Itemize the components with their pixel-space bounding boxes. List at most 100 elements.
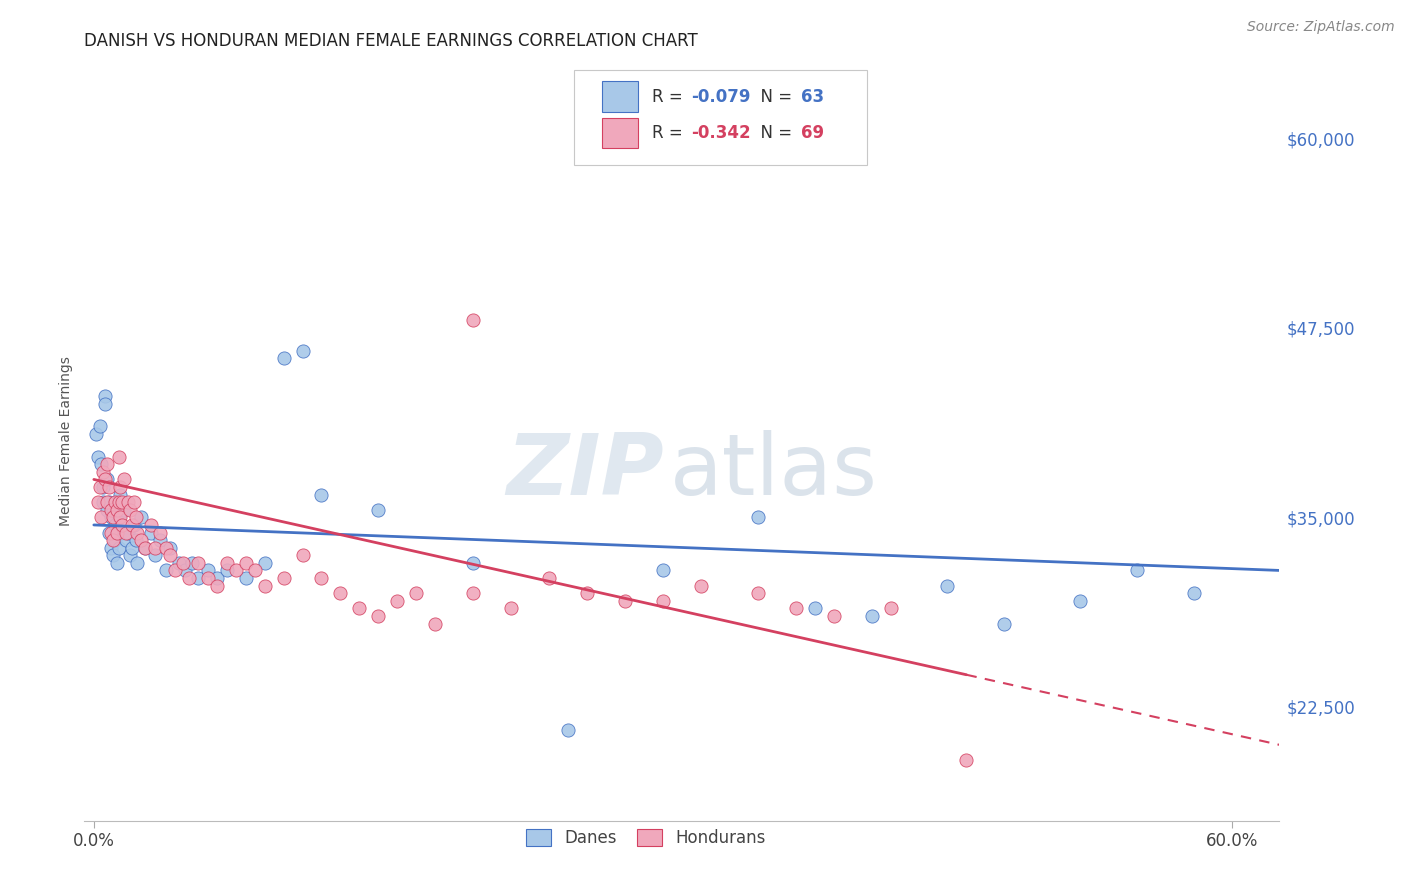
Point (110, 510, 132, 524)
Point (993, 616, 1015, 631)
Point (243, 564, 266, 578)
Point (129, 533, 152, 547)
Point (115, 533, 138, 547)
Point (311, 487, 333, 501)
Point (105, 502, 128, 516)
Point (104, 533, 127, 547)
Point (118, 502, 141, 516)
Point (121, 541, 143, 555)
Point (96, 495, 118, 509)
Point (936, 579, 959, 593)
Point (860, 609, 883, 624)
Point (91, 465, 114, 479)
Point (139, 517, 162, 532)
Point (215, 556, 238, 570)
Text: ZIP: ZIP (506, 430, 664, 514)
Point (405, 586, 427, 600)
Point (225, 564, 247, 578)
Point (117, 525, 139, 540)
Point (291, 343, 314, 358)
Point (159, 541, 181, 555)
Legend: Danes, Hondurans: Danes, Hondurans (520, 822, 772, 854)
Point (124, 533, 146, 547)
Point (104, 495, 127, 509)
Point (105, 525, 128, 540)
Point (367, 609, 389, 624)
Point (96, 502, 118, 516)
Point (111, 525, 134, 540)
Point (91, 495, 114, 509)
Text: -0.079: -0.079 (692, 87, 751, 105)
Point (803, 601, 825, 615)
FancyBboxPatch shape (602, 118, 638, 148)
Point (86, 450, 108, 464)
Point (187, 571, 209, 585)
Point (111, 495, 134, 509)
Point (100, 510, 122, 524)
Point (159, 548, 181, 563)
Point (149, 533, 172, 547)
Point (167, 556, 190, 570)
Point (111, 517, 134, 532)
Point (112, 502, 135, 516)
Point (576, 586, 599, 600)
Point (652, 564, 675, 578)
Point (205, 579, 228, 593)
Point (652, 594, 675, 608)
Point (129, 510, 152, 524)
Y-axis label: Median Female Earnings: Median Female Earnings (59, 357, 73, 526)
Point (879, 601, 901, 615)
Point (329, 586, 352, 600)
Point (823, 609, 845, 624)
Point (110, 480, 132, 494)
Point (100, 525, 122, 540)
Point (86, 495, 108, 509)
Point (96, 473, 118, 487)
Text: R =: R = (652, 87, 688, 105)
Point (94, 473, 117, 487)
Point (143, 541, 166, 555)
Point (143, 548, 166, 563)
Text: 69: 69 (801, 124, 824, 142)
Text: N =: N = (749, 124, 797, 142)
Point (124, 510, 146, 524)
Point (538, 571, 561, 585)
Point (101, 533, 124, 547)
Point (349, 601, 371, 615)
Point (177, 571, 200, 585)
FancyBboxPatch shape (575, 70, 868, 165)
Point (747, 510, 769, 524)
Point (94, 389, 117, 403)
Point (557, 723, 579, 737)
Text: N =: N = (749, 87, 797, 105)
Point (215, 564, 238, 578)
Point (747, 586, 769, 600)
Point (105, 556, 128, 570)
Point (110, 487, 132, 501)
Point (84, 427, 107, 442)
Point (155, 564, 177, 578)
Point (174, 564, 197, 578)
Point (118, 548, 141, 563)
Point (100, 502, 122, 516)
Point (115, 525, 138, 540)
Point (205, 571, 228, 585)
Point (463, 556, 485, 570)
Point (101, 548, 124, 563)
Point (197, 564, 219, 578)
Point (98, 480, 121, 494)
Point (273, 571, 295, 585)
Point (89, 480, 111, 494)
Point (1182, 586, 1205, 600)
Point (134, 541, 156, 555)
Point (127, 556, 149, 570)
Point (104, 517, 127, 532)
Point (197, 571, 219, 585)
Point (253, 556, 276, 570)
Point (117, 495, 139, 509)
Point (89, 419, 111, 434)
Point (90, 457, 112, 471)
Text: R =: R = (652, 124, 688, 142)
Point (291, 548, 314, 563)
Point (463, 313, 485, 327)
